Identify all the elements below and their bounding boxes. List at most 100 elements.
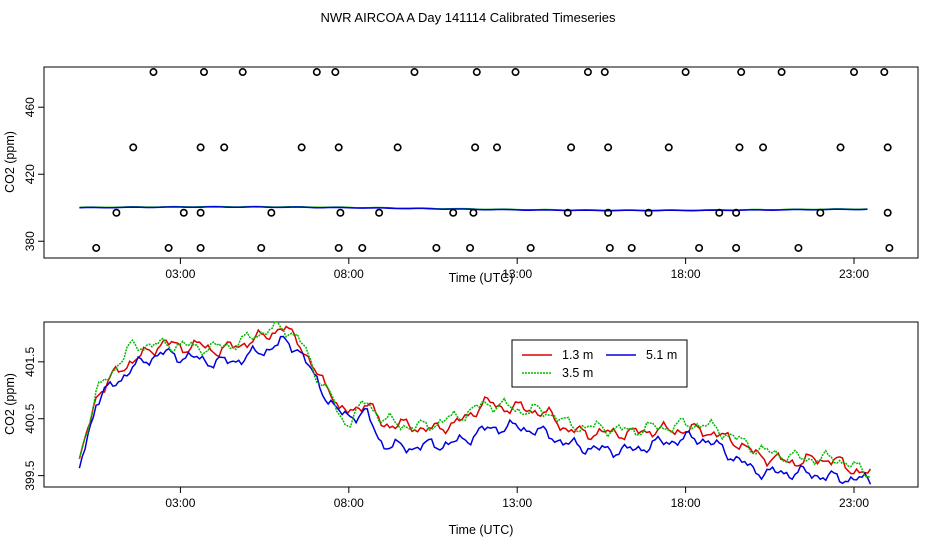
panel-1-ytick-label: 380	[23, 231, 37, 251]
panel-2-ytick-label: 401.5	[23, 346, 37, 376]
scatter-point	[715, 208, 724, 217]
scatter-point	[567, 143, 576, 152]
scatter-point	[777, 68, 786, 77]
scatter-point	[732, 208, 741, 217]
scatter-point	[644, 208, 653, 217]
series-line-3-5-m	[78, 320, 871, 479]
panel-1-ytick-label: 420	[23, 164, 37, 184]
scatter-point	[472, 68, 481, 77]
scatter-point	[432, 243, 441, 252]
panel-1-xtick-label: 13:00	[502, 267, 532, 281]
panel-2-xtick-label: 13:00	[502, 496, 532, 510]
panel-1-scatter: 380 420 460 03:00 08:00 13:00 18:00 23:00 Time…	[3, 66, 919, 285]
scatter-point	[664, 143, 673, 152]
scatter-point	[695, 243, 704, 252]
scatter-point	[312, 68, 321, 77]
panel-2-series-lines	[78, 320, 872, 485]
panel-1-x-label: Time (UTC)	[449, 271, 514, 285]
scatter-point	[238, 68, 247, 77]
scatter-point	[471, 143, 480, 152]
panel-2-line: 399.5 400.5 401.5 03:00 08:00 13:00 18:00 23:0…	[3, 320, 919, 537]
panel-1-x-axis: 03:00 08:00 13:00 18:00 23:00	[165, 258, 869, 281]
scatter-point	[466, 243, 475, 252]
scatter-point	[297, 143, 306, 152]
scatter-point	[816, 208, 825, 217]
scatter-point	[336, 208, 345, 217]
scatter-point	[604, 143, 613, 152]
panel-1-xtick-label: 03:00	[165, 267, 195, 281]
scatter-point	[199, 68, 208, 77]
scatter-point	[681, 68, 690, 77]
panel-2-ytick-label: 400.5	[23, 403, 37, 433]
panel-2-xtick-label: 23:00	[839, 496, 869, 510]
scatter-point	[511, 68, 520, 77]
panel-1-y-label: CO2 (ppm)	[3, 131, 17, 193]
legend-label-3-5m: 3.5 m	[562, 366, 593, 380]
scatter-point	[196, 208, 205, 217]
scatter-point	[600, 68, 609, 77]
scatter-point	[331, 68, 340, 77]
scatter-point	[358, 243, 367, 252]
panel-1-points	[92, 68, 894, 252]
chart-title: NWR AIRCOA A Day 141114 Calibrated Times…	[320, 10, 616, 25]
scatter-point	[257, 243, 266, 252]
scatter-point	[410, 68, 419, 77]
scatter-point	[196, 143, 205, 152]
scatter-point	[469, 208, 478, 217]
legend-box	[511, 339, 688, 388]
panel-2-xtick-label: 03:00	[165, 496, 195, 510]
scatter-point	[883, 208, 892, 217]
scatter-point	[605, 243, 614, 252]
legend: 1.3 m 5.1 m 3.5 m	[511, 339, 688, 388]
panel-2-x-axis: 03:00 08:00 13:00 18:00 23:00	[165, 487, 869, 510]
panel-2-xtick-label: 08:00	[334, 496, 364, 510]
scatter-point	[220, 143, 229, 152]
scatter-point	[196, 243, 205, 252]
scatter-point	[794, 243, 803, 252]
scatter-point	[604, 208, 613, 217]
scatter-point	[149, 68, 158, 77]
series-line-5-1-m	[78, 335, 872, 485]
panel-1-xtick-label: 18:00	[671, 267, 701, 281]
panel-2-xtick-label: 18:00	[671, 496, 701, 510]
scatter-point	[449, 208, 458, 217]
scatter-point	[334, 243, 343, 252]
scatter-point	[334, 143, 343, 152]
legend-label-1-3m: 1.3 m	[562, 348, 593, 362]
scatter-point	[732, 243, 741, 252]
scatter-point	[375, 208, 384, 217]
panel-1-ytick-label: 460	[23, 97, 37, 117]
panel-2-frame	[43, 321, 919, 488]
panel-2-ytick-label: 399.5	[23, 460, 37, 490]
scatter-point	[583, 68, 592, 77]
series-line-1-3-m	[78, 325, 872, 475]
panel-2-y-axis: 399.5 400.5 401.5	[23, 346, 44, 491]
panel-2-x-label: Time (UTC)	[449, 523, 514, 537]
scatter-point	[129, 143, 138, 152]
scatter-point	[526, 243, 535, 252]
scatter-point	[880, 68, 889, 77]
scatter-point	[267, 208, 276, 217]
scatter-point	[164, 243, 173, 252]
scatter-point	[563, 208, 572, 217]
scatter-point	[393, 143, 402, 152]
scatter-point	[836, 143, 845, 152]
panel-1-frame	[43, 66, 919, 259]
scatter-point	[492, 143, 501, 152]
scatter-point	[883, 143, 892, 152]
scatter-point	[850, 68, 859, 77]
scatter-point	[112, 208, 121, 217]
scatter-point	[759, 143, 768, 152]
legend-label-5-1m: 5.1 m	[646, 348, 677, 362]
scatter-point	[92, 243, 101, 252]
panel-1-xtick-label: 23:00	[839, 267, 869, 281]
panel-2-y-label: CO2 (ppm)	[3, 373, 17, 435]
scatter-point	[885, 243, 894, 252]
scatter-point	[737, 68, 746, 77]
scatter-point	[735, 143, 744, 152]
panel-1-xtick-label: 08:00	[334, 267, 364, 281]
scatter-point	[179, 208, 188, 217]
panel-1-y-axis: 380 420 460	[23, 97, 44, 251]
scatter-point	[627, 243, 636, 252]
